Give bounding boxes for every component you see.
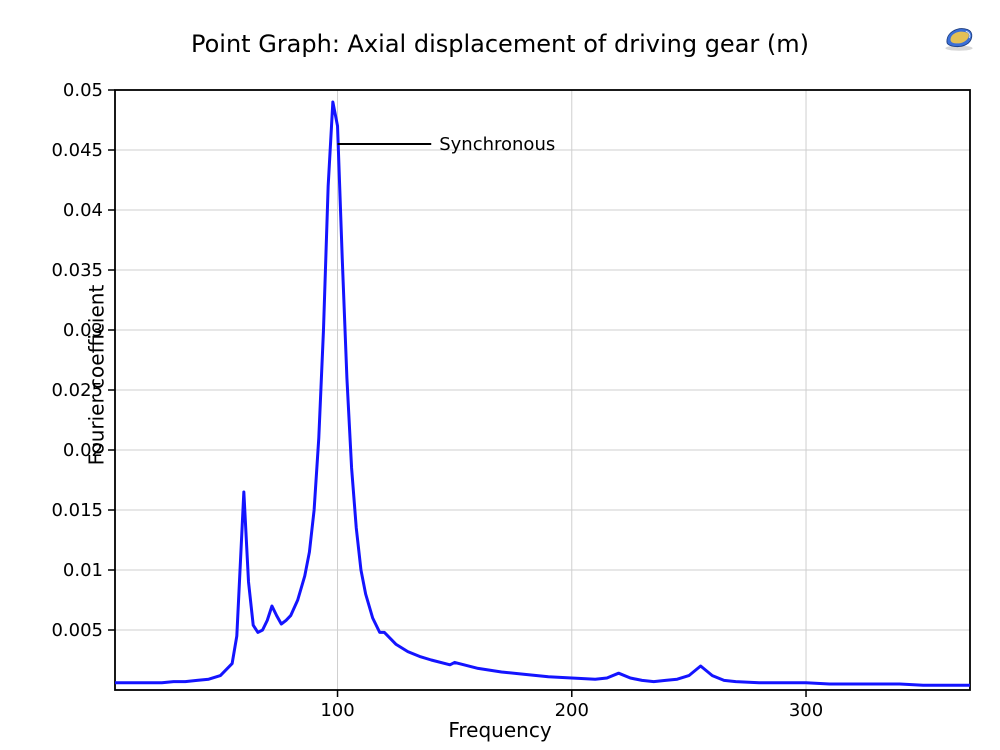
y-tick-label: 0.045	[51, 140, 103, 161]
y-tick-label: 0.035	[51, 260, 103, 281]
y-tick-label: 0.02	[63, 440, 103, 461]
y-tick-label: 0.03	[63, 320, 103, 341]
chart-svg: 0.005 0.01 0.015 0.02 0.025 0.03 0.035 0.04 0.04…	[0, 0, 1000, 750]
y-tick-label: 0.005	[51, 620, 103, 641]
chart-container: Point Graph: Axial displacement of drivi…	[0, 0, 1000, 750]
y-tick-label: 0.05	[63, 80, 103, 101]
comsol-logo-icon	[942, 24, 976, 52]
y-tick-label: 0.025	[51, 380, 103, 401]
y-tick-label: 0.01	[63, 560, 103, 581]
x-tick-label: 300	[789, 700, 823, 721]
x-tick-label: 200	[555, 700, 589, 721]
y-tick-label: 0.015	[51, 500, 103, 521]
y-tick-label: 0.04	[63, 200, 103, 221]
annotation-label: Synchronous	[439, 134, 555, 155]
x-tick-label: 100	[320, 700, 354, 721]
